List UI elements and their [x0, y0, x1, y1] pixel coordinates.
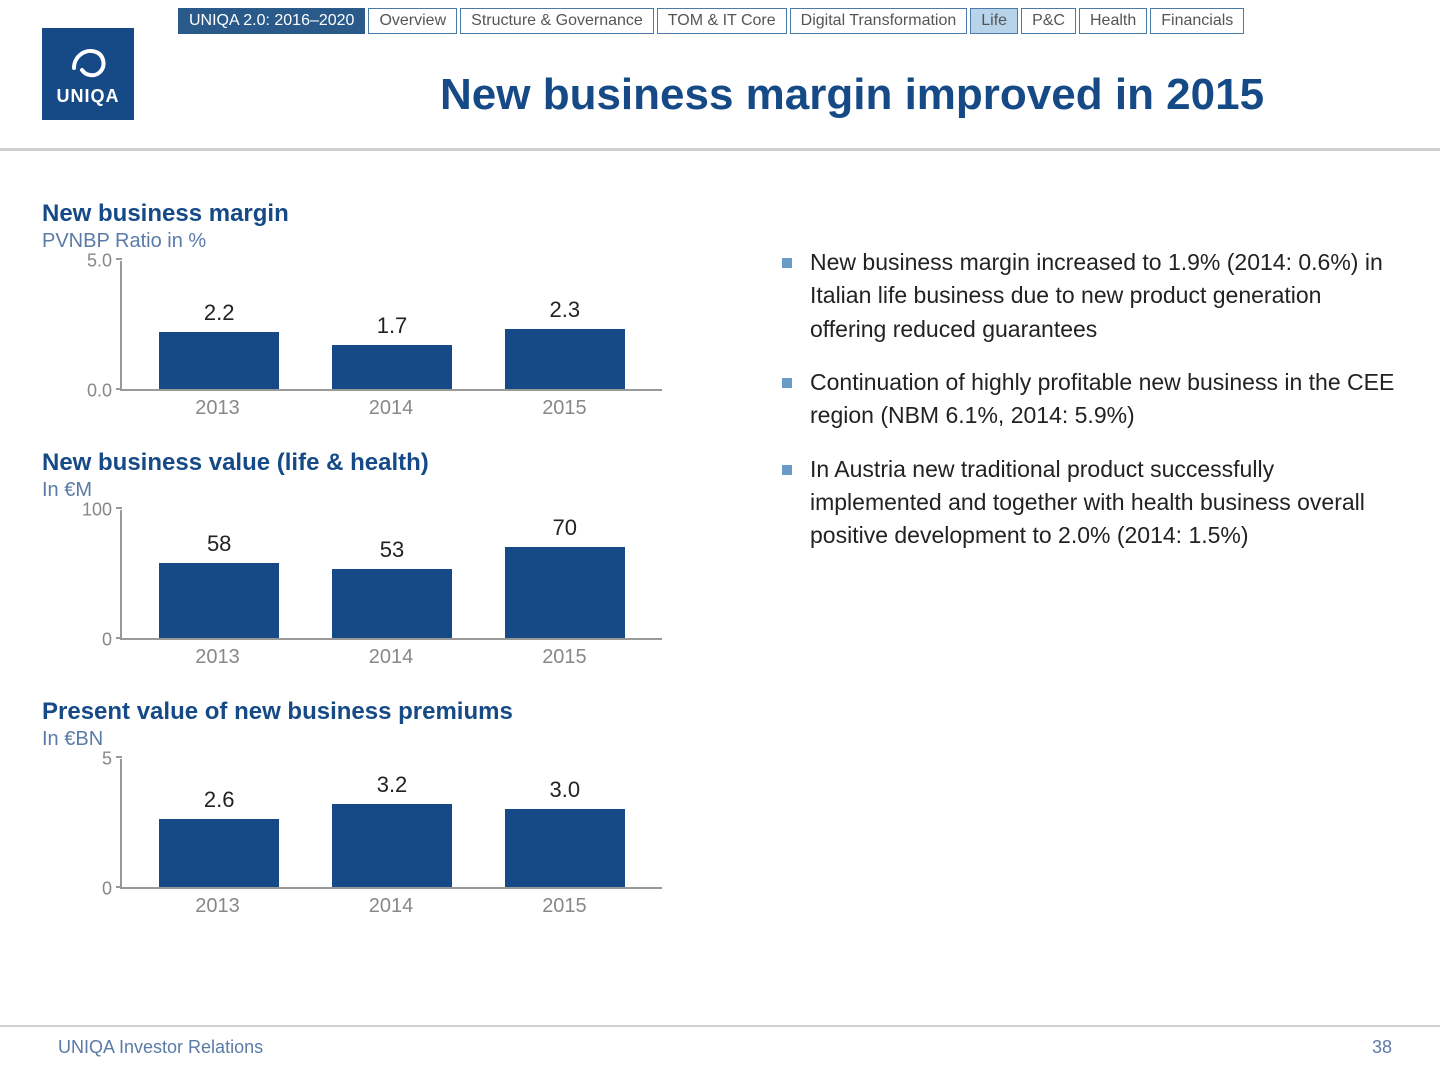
bar-rect — [505, 329, 625, 389]
chart-area: 0100585370201320142015 — [62, 510, 702, 670]
chart-subtitle: In €M — [42, 479, 702, 502]
plot-region: 2.2 1.7 2.3 — [120, 261, 662, 391]
x-label: 2015 — [542, 895, 587, 918]
chart-title: New business value (life & health) — [42, 449, 702, 477]
x-label: 2013 — [195, 646, 240, 669]
bar-rect — [505, 809, 625, 887]
bar-rect — [332, 804, 452, 887]
chart-block-0: New business marginPVNBP Ratio in % 0.0 5.… — [42, 200, 702, 421]
page-title: New business margin improved in 2015 — [440, 70, 1264, 120]
x-label: 2015 — [542, 397, 587, 420]
y-tick-label: 0 — [102, 630, 112, 651]
tab-tom-it-core[interactable]: TOM & IT Core — [657, 8, 787, 34]
bar-2015: 2.3 — [505, 329, 625, 389]
plot-region: 2.6 3.2 3.0 — [120, 759, 662, 889]
y-tick-label: 5.0 — [87, 251, 112, 272]
bar-value-label: 3.0 — [505, 777, 625, 803]
x-label: 2013 — [195, 397, 240, 420]
bar-value-label: 2.3 — [505, 297, 625, 323]
chart-area: 052.63.23.0201320142015 — [62, 759, 702, 919]
tab-life[interactable]: Life — [970, 8, 1018, 34]
bullet-square-icon — [782, 258, 792, 268]
x-label: 2013 — [195, 895, 240, 918]
bullets-column: New business margin increased to 1.9% (2… — [702, 200, 1398, 1020]
bar-value-label: 53 — [332, 537, 452, 563]
content-area: New business marginPVNBP Ratio in % 0.0 5.… — [42, 200, 1398, 1020]
bullet-item-1: Continuation of highly profitable new bu… — [782, 366, 1398, 433]
y-tick-label: 100 — [82, 500, 112, 521]
chart-block-2: Present value of new business premiumsIn… — [42, 698, 702, 919]
page-number: 38 — [1372, 1037, 1392, 1058]
tab-p-c[interactable]: P&C — [1021, 8, 1076, 34]
bar-2013: 2.6 — [159, 819, 279, 887]
chart-title: Present value of new business premiums — [42, 698, 702, 726]
chart-title: New business margin — [42, 200, 702, 228]
bar-2013: 58 — [159, 563, 279, 638]
y-tick-label: 5 — [102, 749, 112, 770]
tab-structure-governance[interactable]: Structure & Governance — [460, 8, 654, 34]
brand-name: UNIQA — [57, 86, 120, 107]
bullet-text: Continuation of highly profitable new bu… — [810, 366, 1398, 433]
bar-value-label: 70 — [505, 515, 625, 541]
bar-2013: 2.2 — [159, 332, 279, 389]
tab-health[interactable]: Health — [1079, 8, 1147, 34]
bullet-item-0: New business margin increased to 1.9% (2… — [782, 246, 1398, 346]
tab-digital-transformation[interactable]: Digital Transformation — [790, 8, 968, 34]
bullet-text: New business margin increased to 1.9% (2… — [810, 246, 1398, 346]
footer-text: UNIQA Investor Relations — [58, 1037, 263, 1057]
tab-overview[interactable]: Overview — [368, 8, 457, 34]
title-divider — [0, 148, 1440, 151]
bar-2014: 53 — [332, 569, 452, 638]
chart-subtitle: In €BN — [42, 728, 702, 751]
bar-value-label: 1.7 — [332, 313, 452, 339]
chart-block-1: New business value (life & health)In €M 0… — [42, 449, 702, 670]
bar-2015: 3.0 — [505, 809, 625, 887]
bar-2014: 3.2 — [332, 804, 452, 887]
plot-region: 58 53 70 — [120, 510, 662, 640]
x-label: 2014 — [369, 397, 414, 420]
tab-financials[interactable]: Financials — [1150, 8, 1244, 34]
y-tick-label: 0 — [102, 879, 112, 900]
bullet-square-icon — [782, 378, 792, 388]
brand-logo: UNIQA — [42, 28, 134, 120]
y-tick-label: 0.0 — [87, 381, 112, 402]
bar-rect — [332, 569, 452, 638]
logo-swirl-icon — [68, 42, 108, 82]
x-label: 2014 — [369, 895, 414, 918]
bar-value-label: 3.2 — [332, 772, 452, 798]
bar-rect — [159, 819, 279, 887]
bar-2014: 1.7 — [332, 345, 452, 389]
tab-uniqa-2-0-2016-2020[interactable]: UNIQA 2.0: 2016–2020 — [178, 8, 365, 34]
tabs-bar: UNIQA 2.0: 2016–2020OverviewStructure & … — [178, 8, 1398, 34]
chart-subtitle: PVNBP Ratio in % — [42, 230, 702, 253]
chart-area: 0.05.02.21.72.3201320142015 — [62, 261, 702, 421]
charts-column: New business marginPVNBP Ratio in % 0.0 5.… — [42, 200, 702, 1020]
bar-value-label: 2.2 — [159, 300, 279, 326]
bar-value-label: 2.6 — [159, 787, 279, 813]
bar-rect — [159, 563, 279, 638]
bar-2015: 70 — [505, 547, 625, 638]
footer: UNIQA Investor Relations 38 — [0, 1025, 1440, 1058]
bar-rect — [505, 547, 625, 638]
bar-value-label: 58 — [159, 531, 279, 557]
bar-rect — [332, 345, 452, 389]
bullet-square-icon — [782, 465, 792, 475]
bar-rect — [159, 332, 279, 389]
bullet-text: In Austria new traditional product succe… — [810, 453, 1398, 553]
x-label: 2014 — [369, 646, 414, 669]
bullet-item-2: In Austria new traditional product succe… — [782, 453, 1398, 553]
x-label: 2015 — [542, 646, 587, 669]
